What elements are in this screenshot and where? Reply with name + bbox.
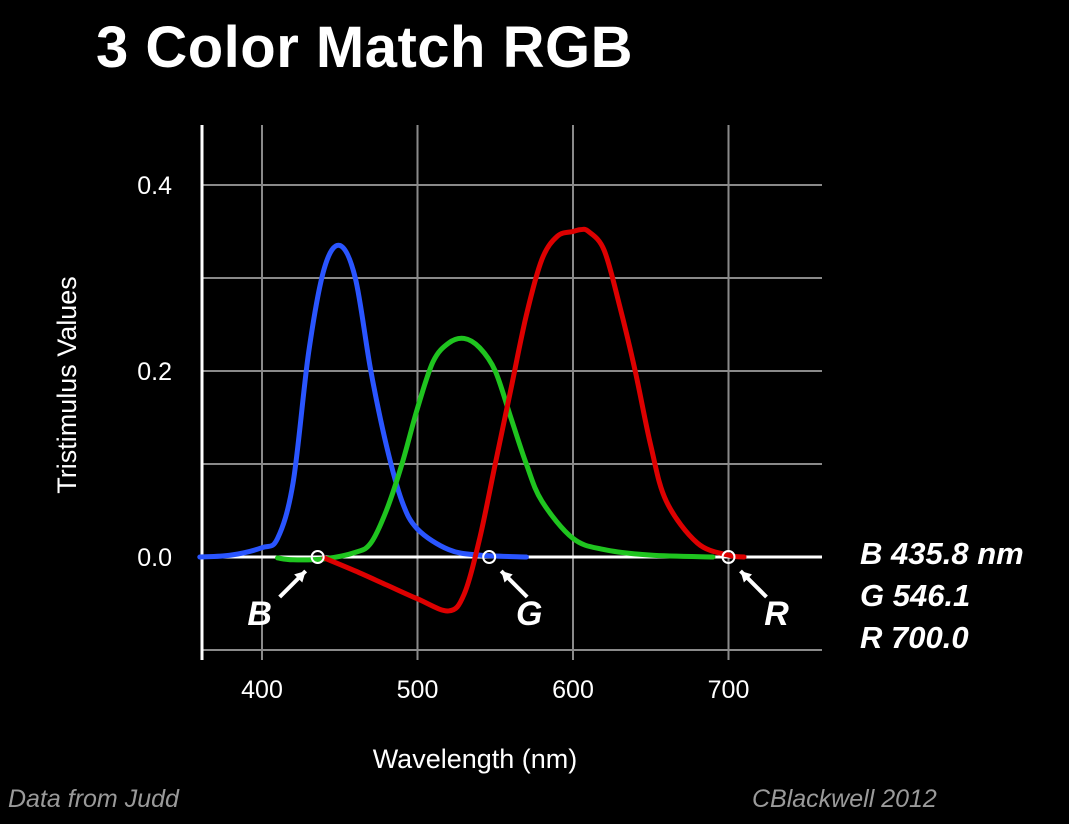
chart-title: 3 Color Match RGB (96, 15, 633, 80)
y-tick-label: 0.4 (137, 172, 172, 200)
y-tick-label: 0.0 (137, 544, 172, 572)
marker-g-arrowhead (501, 571, 513, 583)
x-axis-label: Wavelength (nm) (373, 744, 578, 774)
y-axis-label: Tristimulus Values (52, 276, 82, 494)
marker-b-point (310, 550, 325, 564)
primary-wavelength-legend: B 435.8 nm G 546.1 R 700.0 (860, 533, 1024, 659)
marker-r-label: R (764, 595, 789, 633)
x-tick-label: 600 (552, 676, 594, 704)
blue-curve (197, 242, 529, 560)
x-tick-label: 500 (397, 676, 439, 704)
y-tick-label: 0.2 (137, 358, 172, 386)
x-tick-label: 700 (708, 676, 750, 704)
x-tick-label: 400 (241, 676, 283, 704)
red-curve (321, 226, 747, 614)
author-credit: CBlackwell 2012 (752, 785, 937, 813)
marker-r-point (721, 550, 736, 564)
marker-b-label: B (247, 595, 272, 633)
marker-b-arrowhead (294, 571, 306, 583)
marker-g-label: G (516, 595, 542, 633)
marker-g-point (482, 550, 497, 564)
marker-r-arrowhead (740, 571, 753, 583)
legend-red-primary: R 700.0 (860, 620, 969, 655)
legend-blue-primary: B 435.8 nm (860, 536, 1024, 571)
green-curve (275, 335, 716, 563)
data-source-credit: Data from Judd (8, 785, 179, 813)
legend-green-primary: G 546.1 (860, 578, 971, 613)
